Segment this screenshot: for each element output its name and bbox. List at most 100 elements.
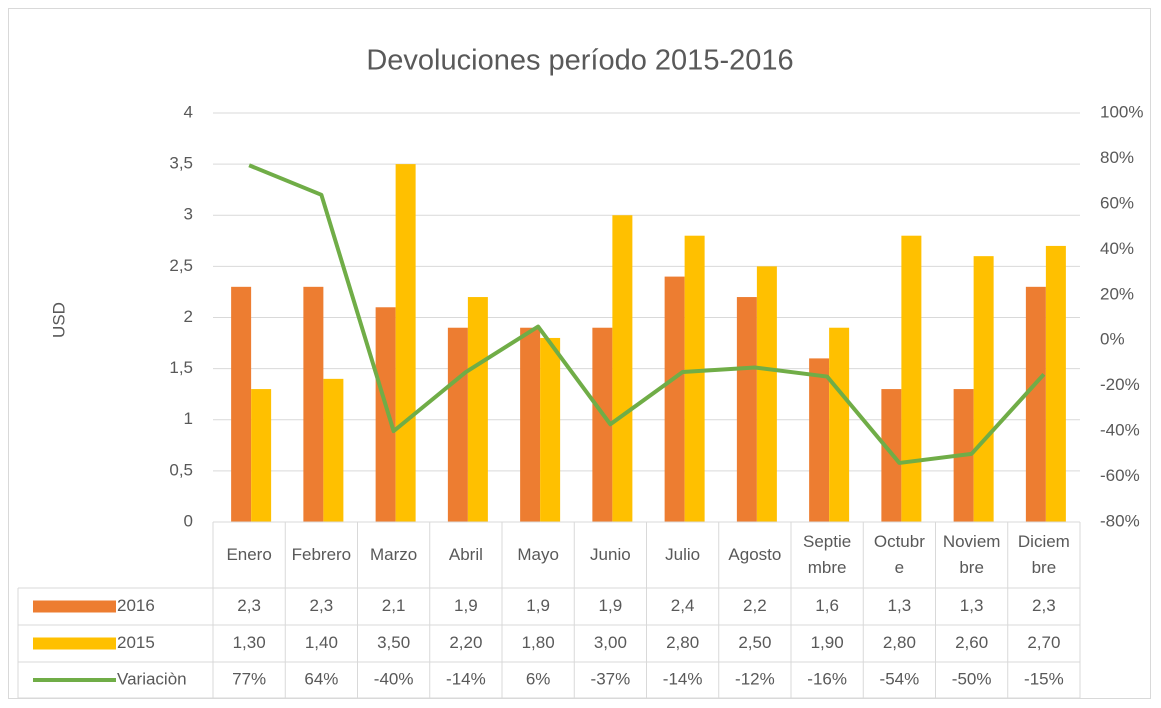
data-table-value: 1,80 xyxy=(522,633,555,652)
data-table-value: 2,3 xyxy=(1032,596,1056,615)
y-tick-label: 2,5 xyxy=(169,256,193,275)
bar xyxy=(664,276,685,522)
y2-tick-label: -80% xyxy=(1100,511,1140,530)
x-tick-cell: Junio xyxy=(590,545,631,564)
bar xyxy=(231,286,252,522)
legend-label: Variaciòn xyxy=(117,669,187,688)
y-tick-label: 1,5 xyxy=(169,358,193,377)
chart-frame xyxy=(8,8,1151,699)
y-tick-label: 2 xyxy=(184,307,193,326)
data-table-value: 1,3 xyxy=(888,596,912,615)
data-table-value: 1,30 xyxy=(233,633,266,652)
x-tick-label: Octubre xyxy=(873,532,925,577)
y2-tick-label: 60% xyxy=(1100,193,1134,212)
bar xyxy=(447,327,468,522)
x-tick-label: Abril xyxy=(448,545,483,564)
y-tick-label: 4 xyxy=(184,102,193,121)
x-tick-label: Diciembre xyxy=(1017,532,1070,577)
y-tick-label: 3 xyxy=(184,205,193,224)
data-table-value: -16% xyxy=(807,669,847,688)
bar xyxy=(520,327,541,522)
bar xyxy=(323,378,344,522)
data-table-value: 1,9 xyxy=(454,596,478,615)
y2-tick-label: -20% xyxy=(1100,375,1140,394)
y2-tick-label: 0% xyxy=(1100,330,1125,349)
x-tick-cell: Mayo xyxy=(517,545,559,564)
data-table-value: 1,3 xyxy=(960,596,984,615)
data-table-value: 1,90 xyxy=(811,633,844,652)
x-tick-label: Agosto xyxy=(728,545,782,564)
x-tick-label: Marzo xyxy=(370,545,418,564)
bar xyxy=(467,297,488,522)
x-tick-label: Julio xyxy=(665,545,701,564)
data-table-value: 2,3 xyxy=(237,596,261,615)
data-table-value: -37% xyxy=(591,669,631,688)
y2-tick-label: 80% xyxy=(1100,148,1134,167)
x-tick-cell: Marzo xyxy=(370,545,418,564)
data-table-value: -15% xyxy=(1024,669,1064,688)
x-tick-cell: Agosto xyxy=(728,545,782,564)
y2-tick-label: -40% xyxy=(1100,421,1140,440)
bar xyxy=(756,266,777,522)
x-tick-cell: Noviembre xyxy=(942,532,1001,577)
data-table-value: 2,60 xyxy=(955,633,988,652)
data-table-value: -14% xyxy=(663,669,703,688)
data-table-value: 2,4 xyxy=(671,596,695,615)
bar xyxy=(1025,286,1046,522)
chart-title: Devoluciones período 2015-2016 xyxy=(366,45,793,77)
x-tick-cell: Septiembre xyxy=(803,532,852,577)
data-table-value: 2,80 xyxy=(883,633,916,652)
x-tick-label: Febrero xyxy=(291,545,352,564)
data-table-value: 2,2 xyxy=(743,596,767,615)
legend-label: 2015 xyxy=(117,633,155,652)
x-tick-cell: Julio xyxy=(665,545,701,564)
bar xyxy=(973,256,994,522)
bar xyxy=(375,307,396,522)
data-table-value: 1,6 xyxy=(815,596,839,615)
bar xyxy=(684,235,705,522)
data-table-value: -40% xyxy=(374,669,414,688)
bar xyxy=(809,358,830,522)
y2-tick-label: -60% xyxy=(1100,466,1140,485)
bar xyxy=(303,286,324,522)
x-tick-label: Junio xyxy=(590,545,631,564)
x-tick-cell: Enero xyxy=(226,545,271,564)
bar xyxy=(829,327,850,522)
line xyxy=(248,163,1046,465)
y-tick-label: 1 xyxy=(184,409,193,428)
data-table-value: 1,9 xyxy=(599,596,623,615)
x-tick-label: Noviembre xyxy=(942,532,1001,577)
bar xyxy=(251,389,272,522)
y-tick-label: 3,5 xyxy=(169,154,193,173)
legend-swatch xyxy=(33,637,116,650)
data-table-value: 64% xyxy=(304,669,338,688)
x-tick-label: Septiembre xyxy=(803,532,852,577)
data-table-value: 2,70 xyxy=(1027,633,1060,652)
bar xyxy=(901,235,922,522)
legend-label: 2016 xyxy=(117,596,155,615)
x-tick-cell: Octubre xyxy=(873,532,925,577)
data-table-value: 77% xyxy=(232,669,266,688)
data-table-value: -50% xyxy=(952,669,992,688)
data-table-value: 1,40 xyxy=(305,633,338,652)
data-table-value: 2,1 xyxy=(382,596,406,615)
y-tick-label: 0,5 xyxy=(169,460,193,479)
x-tick-cell: Diciembre xyxy=(1017,532,1070,577)
data-table-value: -12% xyxy=(735,669,775,688)
data-table-value: -14% xyxy=(446,669,486,688)
y2-tick-label: 40% xyxy=(1100,239,1134,258)
y2-tick-label: 100% xyxy=(1100,102,1143,121)
bar xyxy=(736,297,757,522)
y2-tick-label: 20% xyxy=(1100,284,1134,303)
x-tick-cell: Febrero xyxy=(291,545,352,564)
data-table-value: 2,3 xyxy=(310,596,334,615)
y-axis-label: USD xyxy=(49,302,68,338)
bar xyxy=(540,337,561,522)
bar xyxy=(395,164,416,522)
bar xyxy=(1045,245,1066,523)
data-table-value: -54% xyxy=(880,669,920,688)
data-table-value: 1,9 xyxy=(526,596,550,615)
data-table-value: 2,20 xyxy=(449,633,482,652)
data-table-value: 3,50 xyxy=(377,633,410,652)
